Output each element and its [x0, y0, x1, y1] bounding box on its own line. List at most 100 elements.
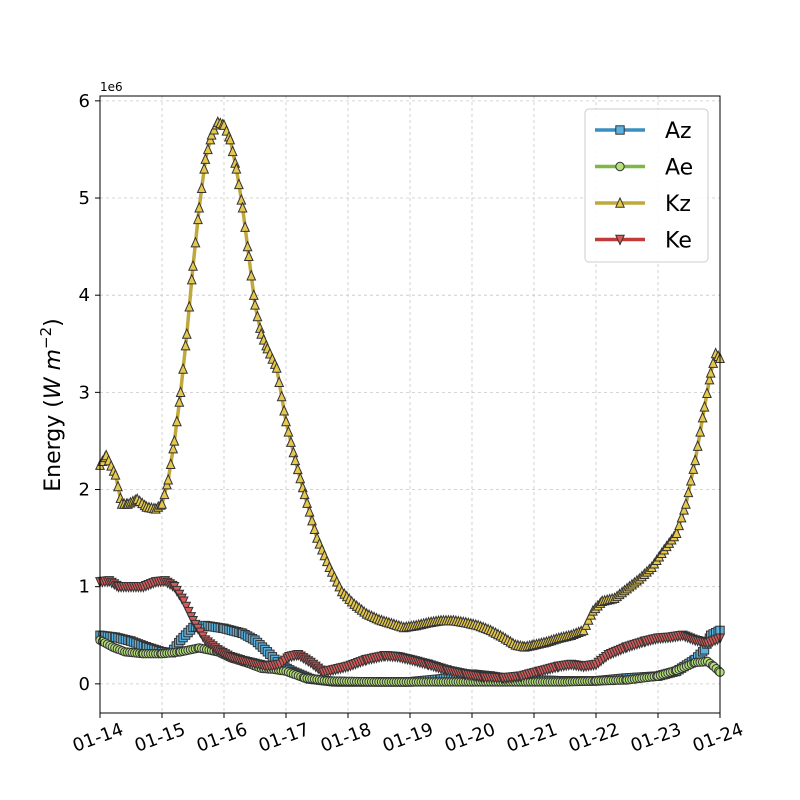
point-kz — [240, 220, 251, 232]
point-kz — [169, 434, 180, 446]
point-kz — [690, 454, 701, 466]
point-kz — [186, 273, 197, 285]
y-tick-label: 1 — [79, 577, 90, 598]
point-kz — [248, 288, 259, 300]
point-kz — [271, 361, 282, 373]
point-kz — [113, 480, 123, 492]
point-ke — [178, 596, 189, 608]
legend-marker-ke — [615, 234, 625, 246]
legend-marker-ae — [615, 161, 625, 172]
point-kz — [285, 436, 296, 447]
x-tick-label: 01-17 — [256, 719, 312, 757]
point-kz — [697, 411, 708, 423]
point-kz — [192, 213, 203, 225]
point-kz — [225, 133, 236, 145]
point-kz — [581, 619, 592, 630]
x-tick-label: 01-21 — [504, 719, 560, 757]
point-kz — [297, 481, 308, 493]
point-kz — [692, 439, 703, 451]
point-kz — [199, 162, 210, 174]
y-axis: 0 1 2 3 4 5 6 — [79, 91, 100, 695]
series-kz — [95, 116, 725, 652]
point-kz — [233, 178, 244, 190]
point-kz — [676, 511, 687, 523]
point-kz — [304, 505, 315, 517]
legend-marker-az — [615, 125, 625, 135]
point-kz — [288, 446, 299, 458]
legend-label-az: Az — [665, 119, 692, 144]
point-kz — [236, 193, 247, 205]
y-axis-label-exp: −2 — [37, 327, 55, 349]
point-kz — [157, 497, 167, 509]
legend-label-kz: Kz — [665, 192, 691, 217]
point-kz — [274, 376, 285, 388]
point-kz — [246, 269, 257, 281]
point-ke — [181, 601, 192, 613]
y-tick-label: 0 — [79, 674, 90, 695]
point-kz — [252, 310, 263, 322]
x-tick-label: 01-23 — [628, 719, 684, 757]
point-kz — [583, 613, 594, 625]
point-kz — [279, 404, 290, 416]
point-kz — [309, 523, 320, 535]
x-axis: 01-14 01-15 01-16 01-17 01-18 01-19 01-20 01-21… — [70, 713, 746, 757]
x-tick-label: 01-18 — [318, 719, 374, 757]
point-kz — [276, 390, 287, 402]
y-tick-label: 5 — [79, 188, 90, 209]
point-kz — [705, 366, 716, 378]
point-kz — [194, 201, 205, 213]
point-kz — [231, 162, 242, 174]
y-offset-text: 1e6 — [100, 80, 123, 94]
legend-label-ke: Ke — [665, 229, 692, 254]
point-kz — [237, 201, 248, 213]
point-kz — [188, 259, 198, 271]
point-kz — [159, 488, 170, 500]
y-axis-label: Energy (W m−2) — [37, 318, 66, 492]
series-ke — [95, 576, 725, 685]
point-kz — [281, 415, 291, 427]
y-axis-label-text: Energy ( — [41, 399, 66, 492]
point-kz — [299, 488, 310, 500]
point-kz — [290, 454, 301, 466]
point-kz — [295, 472, 306, 484]
point-kz — [679, 503, 690, 515]
point-kz — [695, 425, 706, 437]
legend-label-ae: Ae — [665, 156, 693, 181]
point-kz — [200, 152, 211, 164]
point-kz — [683, 486, 694, 498]
point-kz — [181, 327, 192, 339]
y-tick-label: 3 — [79, 382, 90, 403]
point-kz — [227, 145, 238, 157]
series-layer — [95, 116, 725, 687]
y-axis-label-unit: W m — [41, 349, 66, 399]
y-tick-label: 6 — [79, 91, 90, 112]
point-kz — [688, 462, 699, 474]
point-kz — [302, 496, 313, 508]
point-kz — [704, 373, 715, 385]
point-kz — [180, 339, 191, 351]
x-tick-label: 01-16 — [194, 719, 250, 757]
legend-box — [584, 108, 709, 263]
point-kz — [250, 298, 260, 310]
point-kz — [242, 240, 253, 252]
x-tick-label: 01-24 — [690, 719, 746, 757]
point-kz — [674, 519, 685, 531]
point-kz — [680, 497, 691, 509]
point-kz — [699, 400, 710, 412]
point-kz — [184, 300, 195, 312]
point-kz — [283, 425, 294, 437]
point-kz — [165, 458, 176, 469]
point-kz — [163, 473, 174, 485]
legend-marker-kz — [615, 196, 625, 208]
point-kz — [175, 386, 186, 398]
point-kz — [292, 463, 303, 475]
point-kz — [685, 474, 696, 486]
y-tick-label: 2 — [79, 480, 90, 501]
point-kz — [190, 236, 201, 248]
x-tick-label: 01-22 — [566, 719, 622, 757]
point-kz — [702, 387, 712, 399]
point-kz — [178, 362, 189, 374]
point-kz — [171, 415, 182, 427]
point-kz — [202, 143, 213, 155]
